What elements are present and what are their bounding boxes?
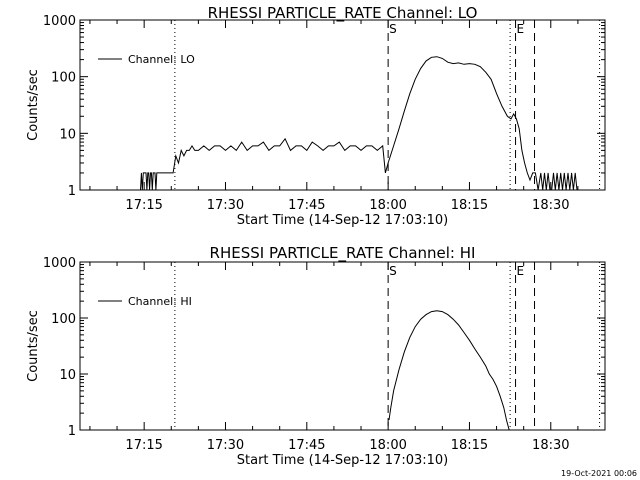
y-tick-label: 1000 [43, 256, 76, 271]
y-tick-label: 1 [68, 184, 76, 199]
chart-title: RHESSI PARTICLE_RATE Channel: LO [208, 4, 478, 23]
x-tick-label: 18:15 [451, 198, 488, 213]
event-marker-label: S [389, 22, 397, 36]
event-marker-label: S [389, 264, 397, 278]
legend-entry: Channel: HI [128, 295, 192, 308]
plot-frame [79, 261, 606, 431]
x-axis-label: Start Time (14-Sep-12 17:03:10) [237, 453, 448, 468]
x-tick-label: 17:30 [207, 438, 244, 453]
chart-panel-lo: RHESSI PARTICLE_RATE Channel: LO 1 10 100 10… [26, 4, 606, 228]
y-tick-label: 100 [51, 312, 76, 327]
x-tick-label: 17:45 [288, 438, 325, 453]
legend-entry: Channel: LO [128, 53, 195, 66]
x-tick-label: 18:30 [532, 438, 569, 453]
y-tick-label: 10 [59, 127, 76, 142]
y-axis-label: Counts/sec [26, 310, 41, 382]
series-line [388, 310, 510, 431]
x-tick-label: 18:00 [369, 198, 406, 213]
y-tick-label: 10 [59, 368, 76, 383]
x-tick-label: 18:30 [532, 198, 569, 213]
x-tick-label: 17:30 [207, 198, 244, 213]
y-tick-label: 1000 [43, 14, 76, 29]
x-tick-label: 17:15 [125, 198, 162, 213]
chart-title: RHESSI PARTICLE_RATE Channel: HI [210, 244, 476, 263]
x-tick-label: 18:15 [451, 438, 488, 453]
series-line [140, 56, 578, 191]
x-axis-label: Start Time (14-Sep-12 17:03:10) [237, 213, 448, 228]
event-marker-label: E [517, 264, 525, 278]
y-tick-label: 100 [51, 71, 76, 86]
y-axis-label: Counts/sec [26, 69, 41, 141]
x-tick-label: 17:15 [125, 438, 162, 453]
footer-timestamp: 19-Oct-2021 00:06 [561, 469, 637, 478]
chart-panel-hi: RHESSI PARTICLE_RATE Channel: HI 1 10 100 10… [26, 244, 606, 468]
event-marker-label: E [517, 22, 525, 36]
x-tick-label: 18:00 [369, 438, 406, 453]
plot-frame [79, 19, 606, 191]
x-tick-label: 17:45 [288, 198, 325, 213]
y-tick-label: 1 [68, 424, 76, 439]
